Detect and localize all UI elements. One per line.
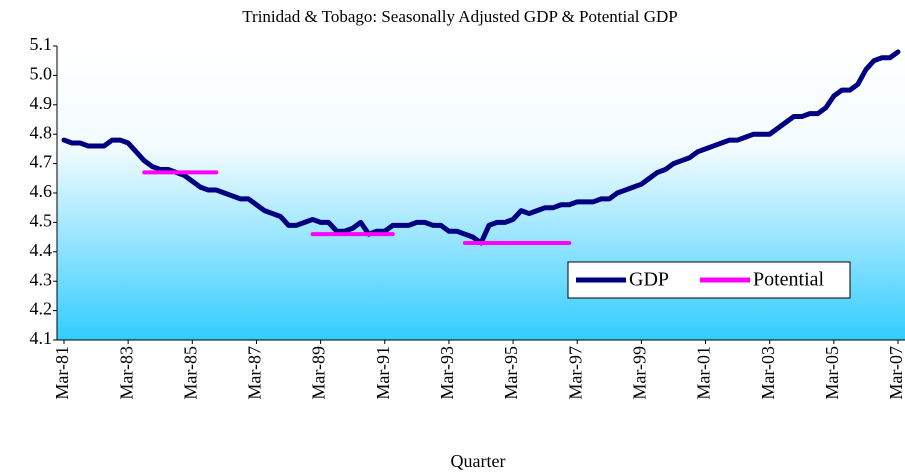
chart-title: Trinidad & Tobago: Seasonally Adjusted G… bbox=[242, 7, 677, 26]
x-tick-label: Mar-89 bbox=[309, 346, 329, 400]
x-axis-label: Quarter bbox=[451, 451, 506, 471]
y-tick-label: 5.1 bbox=[30, 34, 53, 54]
x-tick-label: Mar-85 bbox=[180, 346, 200, 400]
x-tick-label: Mar-87 bbox=[245, 346, 265, 400]
x-tick-label: Mar-07 bbox=[886, 346, 905, 400]
x-tick-label: Mar-97 bbox=[565, 346, 585, 400]
y-tick-label: 4.5 bbox=[30, 211, 53, 231]
x-tick-label: Mar-99 bbox=[630, 346, 650, 400]
series-line bbox=[142, 170, 572, 245]
legend-label: Potential bbox=[753, 269, 825, 291]
x-tick-label: Mar-01 bbox=[694, 346, 714, 400]
x-tick-label: Mar-83 bbox=[116, 346, 136, 400]
x-tick-label: Mar-81 bbox=[52, 346, 72, 400]
y-tick-label: 4.8 bbox=[30, 122, 53, 142]
y-tick-label: 4.4 bbox=[30, 240, 53, 260]
legend-label: GDP bbox=[629, 269, 669, 291]
x-tick-label: Mar-05 bbox=[822, 346, 842, 400]
y-tick-label: 4.2 bbox=[30, 299, 53, 319]
y-tick-label: 4.3 bbox=[30, 269, 53, 289]
y-tick-label: 4.1 bbox=[30, 328, 53, 348]
y-tick-label: 4.7 bbox=[30, 152, 53, 172]
x-tick-label: Mar-03 bbox=[758, 346, 778, 400]
x-tick-label: Mar-95 bbox=[501, 346, 521, 400]
y-tick-label: 5.0 bbox=[30, 64, 53, 84]
x-tick-label: Mar-93 bbox=[437, 346, 457, 400]
x-tick-label: Mar-91 bbox=[373, 346, 393, 400]
y-tick-label: 4.6 bbox=[30, 181, 53, 201]
y-tick-label: 4.9 bbox=[30, 93, 53, 113]
